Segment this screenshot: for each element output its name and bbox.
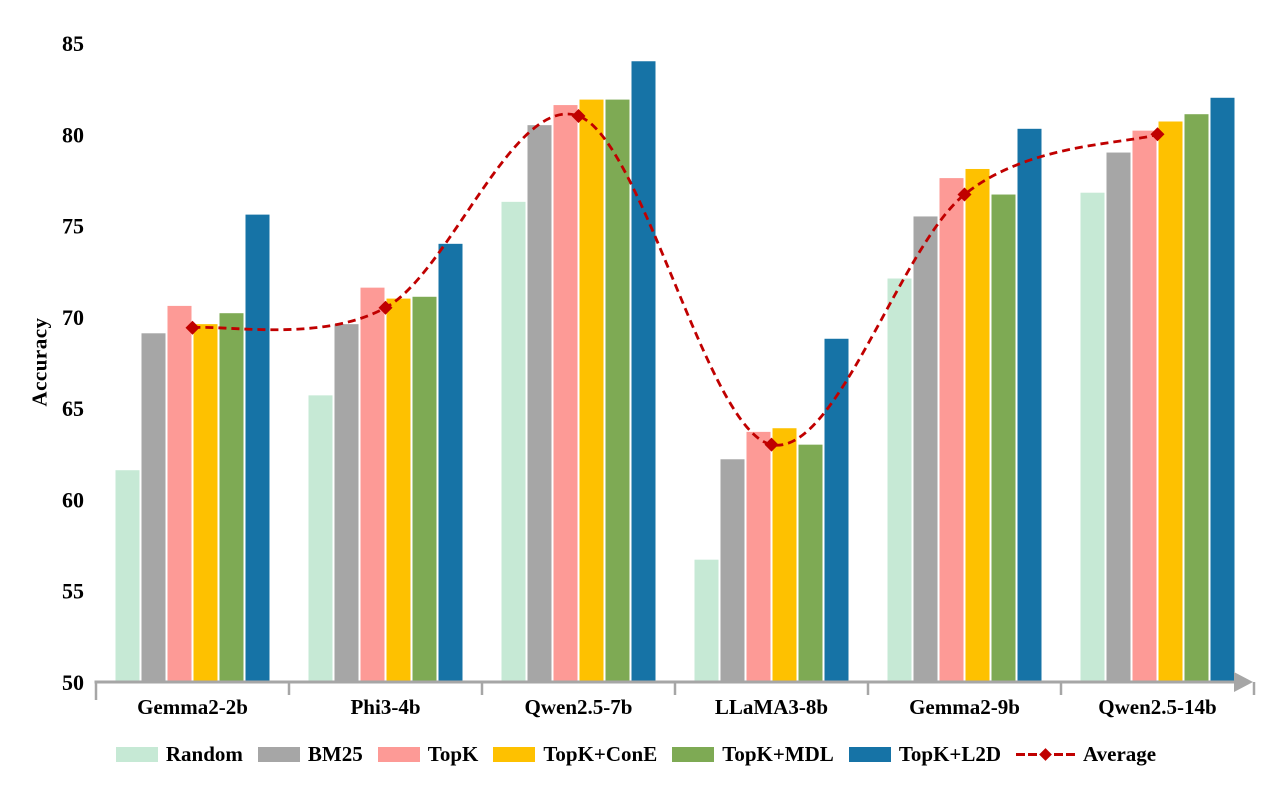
bar-random-phi3-4b bbox=[308, 395, 333, 682]
legend-item-bm25: BM25 bbox=[257, 741, 363, 767]
bar-topk-l2d-qwen2-5-14b bbox=[1210, 97, 1235, 683]
average-diamond-marker-icon bbox=[957, 187, 972, 202]
bar-bm25-llama3-8b bbox=[720, 459, 745, 682]
x-category-label: Gemma2-2b bbox=[137, 695, 248, 719]
bar-topk-cone-gemma2-2b bbox=[193, 324, 218, 682]
bar-topk-cone-gemma2-9b bbox=[965, 168, 990, 682]
bar-topk-mdl-llama3-8b bbox=[798, 444, 823, 682]
legend-label: Random bbox=[165, 741, 243, 766]
bar-topk-l2d-gemma2-9b bbox=[1017, 128, 1042, 682]
average-diamond-marker-icon bbox=[378, 300, 393, 315]
legend-diamond-icon bbox=[1039, 747, 1052, 761]
bar-random-qwen2-5-14b bbox=[1080, 192, 1105, 683]
y-axis-title: Accuracy bbox=[27, 317, 52, 407]
legend: Random BM25 TopK TopK+ConE TopK+MDL TopK+L2D A… bbox=[0, 737, 1272, 771]
x-category-label: Phi3-4b bbox=[350, 695, 420, 719]
bar-topk-cone-llama3-8b bbox=[772, 428, 797, 682]
bar-topk-phi3-4b bbox=[360, 287, 385, 682]
y-tick-label: 70 bbox=[62, 305, 84, 330]
bar-random-gemma2-9b bbox=[887, 278, 912, 682]
legend-swatch-icon bbox=[672, 746, 715, 762]
bar-bm25-phi3-4b bbox=[334, 324, 359, 682]
legend-swatch-icon bbox=[257, 746, 300, 762]
legend-dash-icon bbox=[1028, 752, 1038, 756]
bar-topk-l2d-gemma2-2b bbox=[245, 214, 270, 683]
bar-topk-mdl-qwen2-5-7b bbox=[605, 99, 630, 682]
bar-topk-mdl-qwen2-5-14b bbox=[1184, 114, 1209, 682]
x-category-label: LLaMA3-8b bbox=[715, 695, 828, 719]
bar-random-llama3-8b bbox=[694, 559, 719, 682]
y-tick-label: 75 bbox=[62, 214, 84, 239]
bar-topk-qwen2-5-14b bbox=[1132, 130, 1157, 683]
legend-average-marker-icon bbox=[1016, 747, 1076, 761]
legend-swatch-icon bbox=[848, 746, 891, 762]
legend-label: TopK+MDL bbox=[722, 741, 834, 766]
bar-bm25-qwen2-5-7b bbox=[527, 125, 552, 682]
y-tick-label: 60 bbox=[62, 487, 84, 512]
x-category-label: Gemma2-9b bbox=[909, 695, 1020, 719]
legend-item-topk-mdl: TopK+MDL bbox=[672, 742, 834, 767]
average-diamond-marker-icon bbox=[185, 320, 200, 335]
bar-topk-cone-qwen2-5-14b bbox=[1158, 121, 1183, 682]
bar-random-gemma2-2b bbox=[115, 470, 140, 682]
legend-dash-icon bbox=[1054, 752, 1064, 756]
bar-topk-llama3-8b bbox=[746, 431, 771, 682]
bar-bm25-gemma2-9b bbox=[913, 216, 938, 682]
legend-label: TopK+L2D bbox=[898, 741, 1002, 766]
legend-dash-icon bbox=[1066, 752, 1076, 756]
legend-swatch-icon bbox=[115, 746, 158, 762]
legend-label: Average bbox=[1083, 741, 1157, 766]
y-tick-label: 65 bbox=[62, 396, 84, 421]
bar-bm25-qwen2-5-14b bbox=[1106, 152, 1131, 683]
y-tick-label: 55 bbox=[62, 579, 84, 604]
bar-bm25-gemma2-2b bbox=[141, 333, 166, 682]
legend-swatch-icon bbox=[377, 746, 420, 762]
bar-topk-mdl-gemma2-2b bbox=[219, 313, 244, 682]
legend-dash-icon bbox=[1016, 752, 1026, 756]
x-category-label: Qwen2.5-14b bbox=[1098, 695, 1216, 719]
legend-item-average: Average bbox=[1016, 742, 1156, 767]
legend-swatch-icon bbox=[493, 746, 536, 762]
average-diamond-marker-icon bbox=[764, 437, 779, 452]
legend-item-topk-l2d: TopK+L2D bbox=[848, 741, 1002, 767]
bar-topk-mdl-gemma2-9b bbox=[991, 194, 1016, 682]
bar-topk-l2d-phi3-4b bbox=[438, 243, 463, 683]
bar-topk-cone-qwen2-5-7b bbox=[579, 99, 604, 682]
average-diamond-marker-icon bbox=[571, 109, 586, 124]
legend-item-topk-cone: TopK+ConE bbox=[493, 742, 657, 767]
y-tick-label: 50 bbox=[62, 670, 84, 695]
bar-topk-l2d-llama3-8b bbox=[824, 338, 849, 682]
bar-topk-qwen2-5-7b bbox=[553, 105, 578, 683]
bar-random-qwen2-5-7b bbox=[501, 201, 526, 682]
legend-item-random: Random bbox=[115, 741, 243, 767]
x-category-label: Qwen2.5-7b bbox=[525, 695, 633, 719]
average-diamond-marker-icon bbox=[1150, 127, 1165, 142]
bar-topk-gemma2-9b bbox=[939, 178, 964, 683]
bar-topk-l2d-qwen2-5-7b bbox=[631, 61, 656, 682]
bar-topk-cone-phi3-4b bbox=[386, 298, 411, 682]
y-tick-label: 80 bbox=[62, 122, 84, 147]
legend-label: TopK bbox=[427, 741, 479, 766]
legend-label: BM25 bbox=[307, 741, 363, 766]
legend-item-topk: TopK bbox=[377, 741, 479, 767]
bar-topk-gemma2-2b bbox=[167, 305, 192, 682]
legend-label: TopK+ConE bbox=[543, 741, 658, 766]
bar-topk-mdl-phi3-4b bbox=[412, 296, 437, 682]
y-tick-label: 85 bbox=[62, 31, 84, 56]
x-axis-arrow-icon bbox=[1234, 672, 1253, 692]
